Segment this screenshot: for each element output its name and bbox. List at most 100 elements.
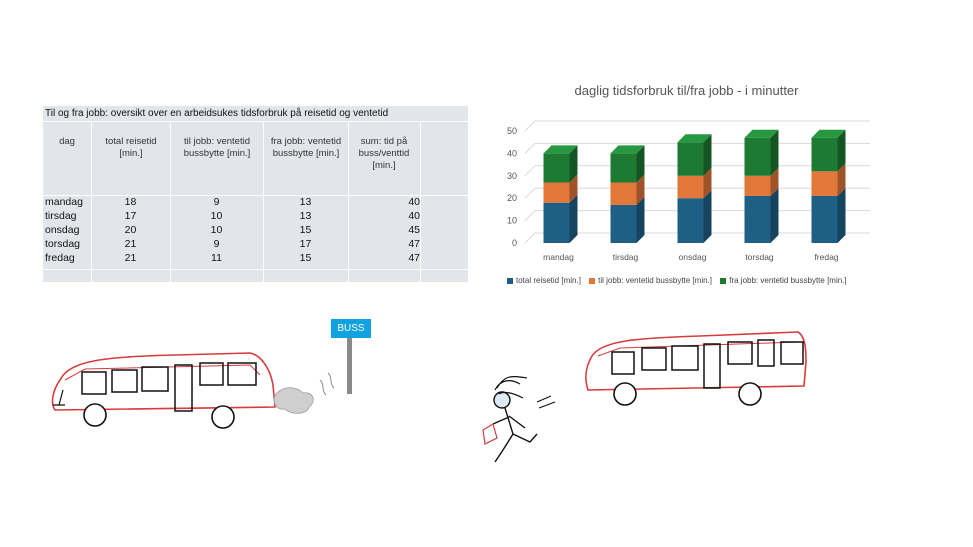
table-cell-from: 15 <box>299 252 312 264</box>
table-cell-to: 11 <box>211 252 222 264</box>
chart-legend: total reisetid [min.] til jobb: ventetid… <box>507 276 853 285</box>
bar-segment <box>811 195 838 243</box>
bar-top <box>744 129 779 138</box>
legend-swatch <box>507 277 513 284</box>
data-table: Til og fra jobb: oversikt over en arbeid… <box>43 106 468 282</box>
table-cell-total: 18 <box>124 196 137 208</box>
gridline <box>524 143 536 154</box>
table-cell-from: 17 <box>299 238 312 250</box>
legend-swatch <box>720 277 727 284</box>
table-cell-to: 10 <box>210 224 223 236</box>
x-tick-label: mandag <box>543 252 574 262</box>
table-cell-total: 20 <box>124 224 137 236</box>
bar-segment-side <box>837 163 846 196</box>
bar-top <box>677 134 712 143</box>
bar-segment-side <box>770 129 779 176</box>
bar-segment-side <box>770 167 779 196</box>
bar-top <box>610 145 645 154</box>
table-cell-day: onsdag <box>45 224 80 236</box>
table-cell-to: 10 <box>210 210 223 222</box>
y-tick-label: 40 <box>507 148 517 158</box>
table-divider <box>420 121 421 282</box>
gridline <box>524 232 536 244</box>
table-cell-total: 21 <box>124 252 137 264</box>
table-cell-to: 9 <box>213 196 220 208</box>
x-tick-label: torsdag <box>745 252 774 262</box>
bar-segment <box>744 137 771 176</box>
running-person-sketch <box>482 375 556 463</box>
header-sum: sum: tid på buss/venttid [min.] <box>358 136 410 171</box>
legend-item: total reisetid [min.] <box>507 276 581 285</box>
header-total: total reisetid [min.] <box>105 136 157 159</box>
y-tick-label: 30 <box>507 171 517 181</box>
table-cell-sum: 40 <box>408 210 420 222</box>
y-tick-label: 0 <box>512 238 517 248</box>
bar-segment <box>811 171 838 196</box>
table-cell-sum: 47 <box>408 238 420 250</box>
y-tick-label: 10 <box>507 216 517 226</box>
header-from-job: fra jobb: ventetid bussbytte [min.] <box>270 136 342 159</box>
bar-segment-side <box>703 167 712 199</box>
table-cell-day: torsdag <box>45 238 81 250</box>
bar-top <box>811 129 846 138</box>
table-cell-day: mandag <box>45 196 83 208</box>
bus-sketch-right <box>585 331 807 406</box>
bar-segment <box>677 198 704 243</box>
table-cell-from: 15 <box>299 224 312 236</box>
gridline <box>524 210 536 221</box>
bar-segment <box>543 153 570 183</box>
bar-segment-side <box>569 174 578 203</box>
header-day: dag <box>59 136 75 147</box>
bar-segment <box>610 153 637 183</box>
table-divider <box>348 121 349 282</box>
table-cell-total: 21 <box>124 238 137 250</box>
table-divider <box>43 269 468 270</box>
bus-stop-sign: BUSS <box>331 319 371 338</box>
table-cell-sum: 40 <box>408 196 420 208</box>
table-divider <box>170 121 171 282</box>
bar-segment-side <box>703 134 712 176</box>
table-divider <box>91 121 92 282</box>
gridline <box>524 187 536 199</box>
gridline <box>524 165 536 177</box>
bar-segment <box>811 137 838 172</box>
legend-label: til jobb: ventetid bussbytte [min.] <box>598 276 712 285</box>
legend-label: fra jobb: ventetid bussbytte [min.] <box>729 276 847 285</box>
bar-segment <box>543 202 570 243</box>
bar-segment-side <box>770 187 779 243</box>
x-tick-label: fredag <box>814 252 838 262</box>
bus-sketch-left <box>51 352 335 429</box>
legend-label: total reisetid [min.] <box>516 276 581 285</box>
legend-item: fra jobb: ventetid bussbytte [min.] <box>720 276 847 285</box>
table-cell-to: 9 <box>213 238 220 250</box>
bar-top <box>543 145 578 154</box>
bar-segment <box>677 175 704 199</box>
bar-segment <box>677 142 704 176</box>
bar-segment <box>610 182 637 205</box>
table-divider <box>263 121 264 282</box>
table-cell-from: 13 <box>299 210 312 222</box>
bar-segment-side <box>837 129 846 172</box>
x-tick-label: onsdag <box>679 252 707 262</box>
table-cell-day: fredag <box>45 252 75 264</box>
table-cell-total: 17 <box>124 210 137 222</box>
gridline <box>524 120 536 132</box>
x-tick-label: tirsdag <box>613 252 639 262</box>
bar-segment-side <box>703 190 712 243</box>
table-divider <box>43 121 468 122</box>
bar-segment <box>610 204 637 243</box>
table-divider <box>43 195 468 196</box>
bus-stop-pole <box>347 338 352 394</box>
legend-swatch <box>589 277 596 284</box>
bar-segment <box>744 175 771 196</box>
y-tick-label: 50 <box>507 126 517 136</box>
bar-segment <box>744 195 771 243</box>
bar-segment-side <box>569 194 578 243</box>
bar-segment-side <box>837 187 846 243</box>
table-cell-sum: 45 <box>408 224 420 236</box>
stacked-bar-chart: 0 10 20 30 40 50 mandag tirsdag onsdag torsdag fre… <box>507 120 870 262</box>
legend-item: til jobb: ventetid bussbytte [min.] <box>589 276 712 285</box>
table-cell-sum: 47 <box>408 252 420 264</box>
bar-segment-side <box>569 145 578 183</box>
table-cell-from: 13 <box>299 196 312 208</box>
